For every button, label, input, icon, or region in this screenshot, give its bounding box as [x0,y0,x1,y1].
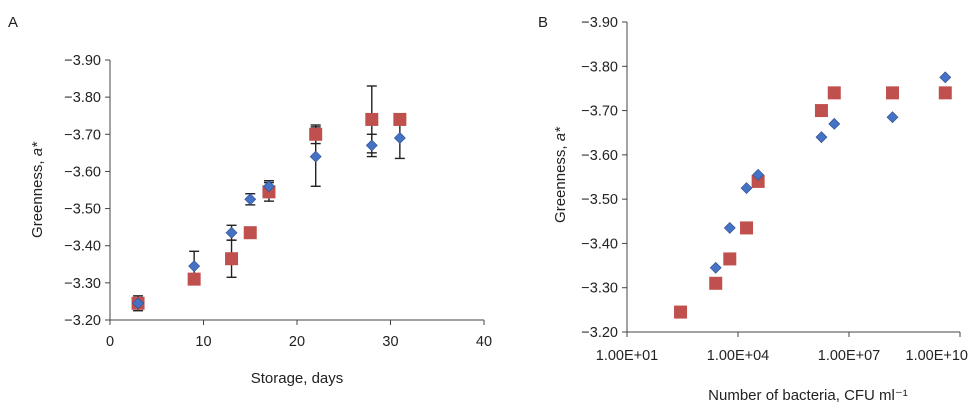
panel-a-ticks: −3.20 −3.30 −3.40 −3.50 −3.60 −3.70 −3.80 −3.90… [64,53,492,350]
panel-a-y-tick-label: −3.70 [64,127,101,143]
panel-b-y-tick-label: −3.30 [581,281,618,297]
panel-b-square-point [740,221,754,235]
panel-a-y-label-var: a* [29,141,46,156]
panel-b-x-tick-label: 1.00E+07 [818,348,881,364]
panel-b-y-tick-label: −3.90 [581,15,618,31]
panel-a: A −3.20−3.30−3.40−3.50−3.60−3.70−3.80−3.… [8,14,492,387]
panel-b-diamond-point [815,131,828,144]
panel-a-diamond-point [263,180,275,193]
panel-b-x-tick-label: 1.00E+01 [596,348,659,364]
panel-a-x-tick-label: 20 [289,334,305,350]
panel-a-x-label: Storage, days [251,370,344,387]
panel-a-square-point [243,226,257,240]
panel-b-y-tick-label: −3.50 [581,192,618,208]
panel-b-diamond-point [828,117,841,130]
panel-a-y-tick-label: −3.80 [64,90,101,106]
panel-a-points [131,112,407,310]
panel-b-square-point [827,86,841,100]
panel-b-points [674,71,952,319]
panel-b-square-point [674,305,688,319]
panel-b-diamond-point [752,168,765,181]
panel-a-square-point [393,112,407,126]
panel-a-x-tick-label: 0 [106,334,114,350]
panel-a-y-tick-label: −3.60 [64,164,101,180]
panel-a-y-label-text: Greenness, [29,156,46,238]
panel-a-x-tick-label: 30 [382,334,398,350]
panel-b-square-point [709,276,723,290]
panel-a-diamond-point [365,139,378,152]
panel-b-square-point [814,104,828,118]
panel-a-y-tick-label: −3.50 [64,202,101,218]
panel-b-x-label: Number of bacteria, CFU ml⁻¹ [708,387,908,404]
panel-a-y-tick-label: −3.20 [64,313,101,329]
panel-b-y-label-text: Greenness, [552,141,569,223]
panel-a-x-tick-label: 10 [195,334,211,350]
panel-a-x-tick-label: 40 [476,334,492,350]
panel-b-y-label-var: a* [552,126,569,141]
panel-b-y-tick-label: −3.20 [581,325,618,341]
panel-b-letter: B [538,14,548,31]
panel-b-diamond-point [709,261,722,274]
panel-b-y-label: Greenness, a* [552,126,569,223]
panel-a-diamond-point [188,260,201,273]
panel-a-y-tick-label: −3.40 [64,239,101,255]
panel-b-ticks: −3.20 −3.30 −3.40 −3.50 −3.60 −3.70 −3.80 −3.90… [581,15,968,364]
panel-a-diamond-point [309,150,322,163]
panel-b-square-point [938,86,952,100]
panel-a-diamond-point [225,226,238,239]
panel-b-diamond-point [740,182,753,194]
panel-b-y-tick-label: −3.60 [581,148,618,164]
panel-a-square-point [225,252,239,266]
panel-a-y-label: Greenness, a* [29,141,46,238]
panel-b: B −3.20−3.30−3.40−3.50−3.60−3.70−3.80−3.… [538,14,968,404]
panel-a-diamond-point [132,297,144,310]
panel-b-x-tick-label: 1.00E+04 [707,348,770,364]
panel-a-y-tick-label: −3.30 [64,276,101,292]
panel-b-diamond-point [886,111,899,124]
panel-b-y-tick-label: −3.80 [581,59,618,75]
panel-b-y-tick-label: −3.70 [581,104,618,120]
panel-b-square-point [886,86,900,100]
panel-b-y-tick-label: −3.40 [581,236,618,252]
panel-a-y-tick-label: −3.90 [64,53,101,69]
panel-a-diamond-point [393,132,406,144]
panel-a-letter: A [8,14,18,31]
panel-b-diamond-point [723,222,736,234]
panel-b-square-point [751,174,765,188]
panel-b-square-point [723,252,737,266]
panel-a-square-point [365,112,379,126]
panel-a-diamond-point [244,193,257,206]
panel-a-square-point [309,127,323,141]
panel-b-x-tick-label: 1.00E+10 [906,348,969,364]
panel-b-diamond-point [939,71,952,84]
panel-a-square-point [187,272,201,286]
